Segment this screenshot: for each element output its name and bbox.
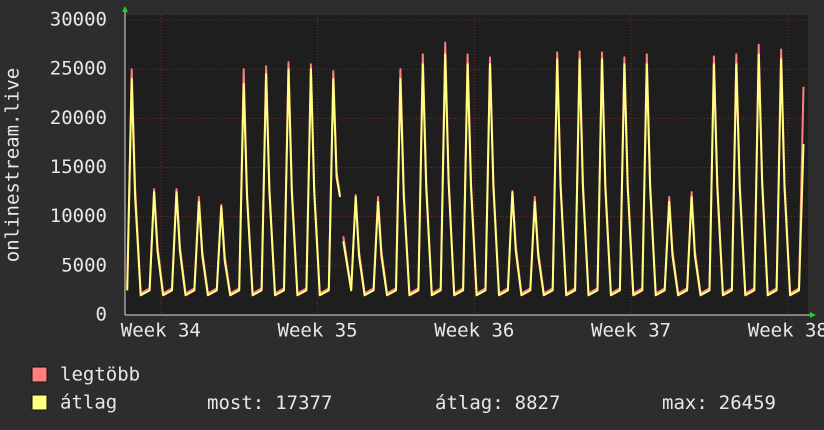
y-tick-label: 20000 [50,107,107,129]
x-tick-label: Week 37 [591,320,671,342]
series-line [126,53,805,297]
y-axis-label: onlinestream.live [2,68,24,262]
y-tick-label: 25000 [50,58,107,80]
stat-label: max: [662,392,708,414]
y-tick-label: 0 [96,304,107,326]
legend-stat: most: 17377 [207,392,332,414]
stat-value: 26459 [719,392,776,414]
x-tick-label: Week 38 [748,320,824,342]
stat-label: átlag: [435,392,504,414]
legend-label: átlag [60,392,117,414]
legend-swatch [31,366,48,383]
legend-swatch [31,394,48,411]
legend-stat: max: 26459 [662,392,776,414]
y-tick-label: 30000 [50,9,107,31]
axis-arrow [810,312,816,318]
legend-stat: átlag: 8827 [435,392,560,414]
axis-arrow [122,6,128,12]
stat-label: most: [207,392,264,414]
x-tick-label: Week 35 [278,320,358,342]
y-tick-label: 10000 [50,205,107,227]
stat-value: 17377 [275,392,332,414]
x-tick-label: Week 34 [121,320,201,342]
legend-label: legtöbb [60,364,140,386]
y-tick-label: 15000 [50,156,107,178]
y-tick-label: 5000 [61,254,107,276]
x-tick-label: Week 36 [434,320,514,342]
stat-value: 8827 [515,392,561,414]
